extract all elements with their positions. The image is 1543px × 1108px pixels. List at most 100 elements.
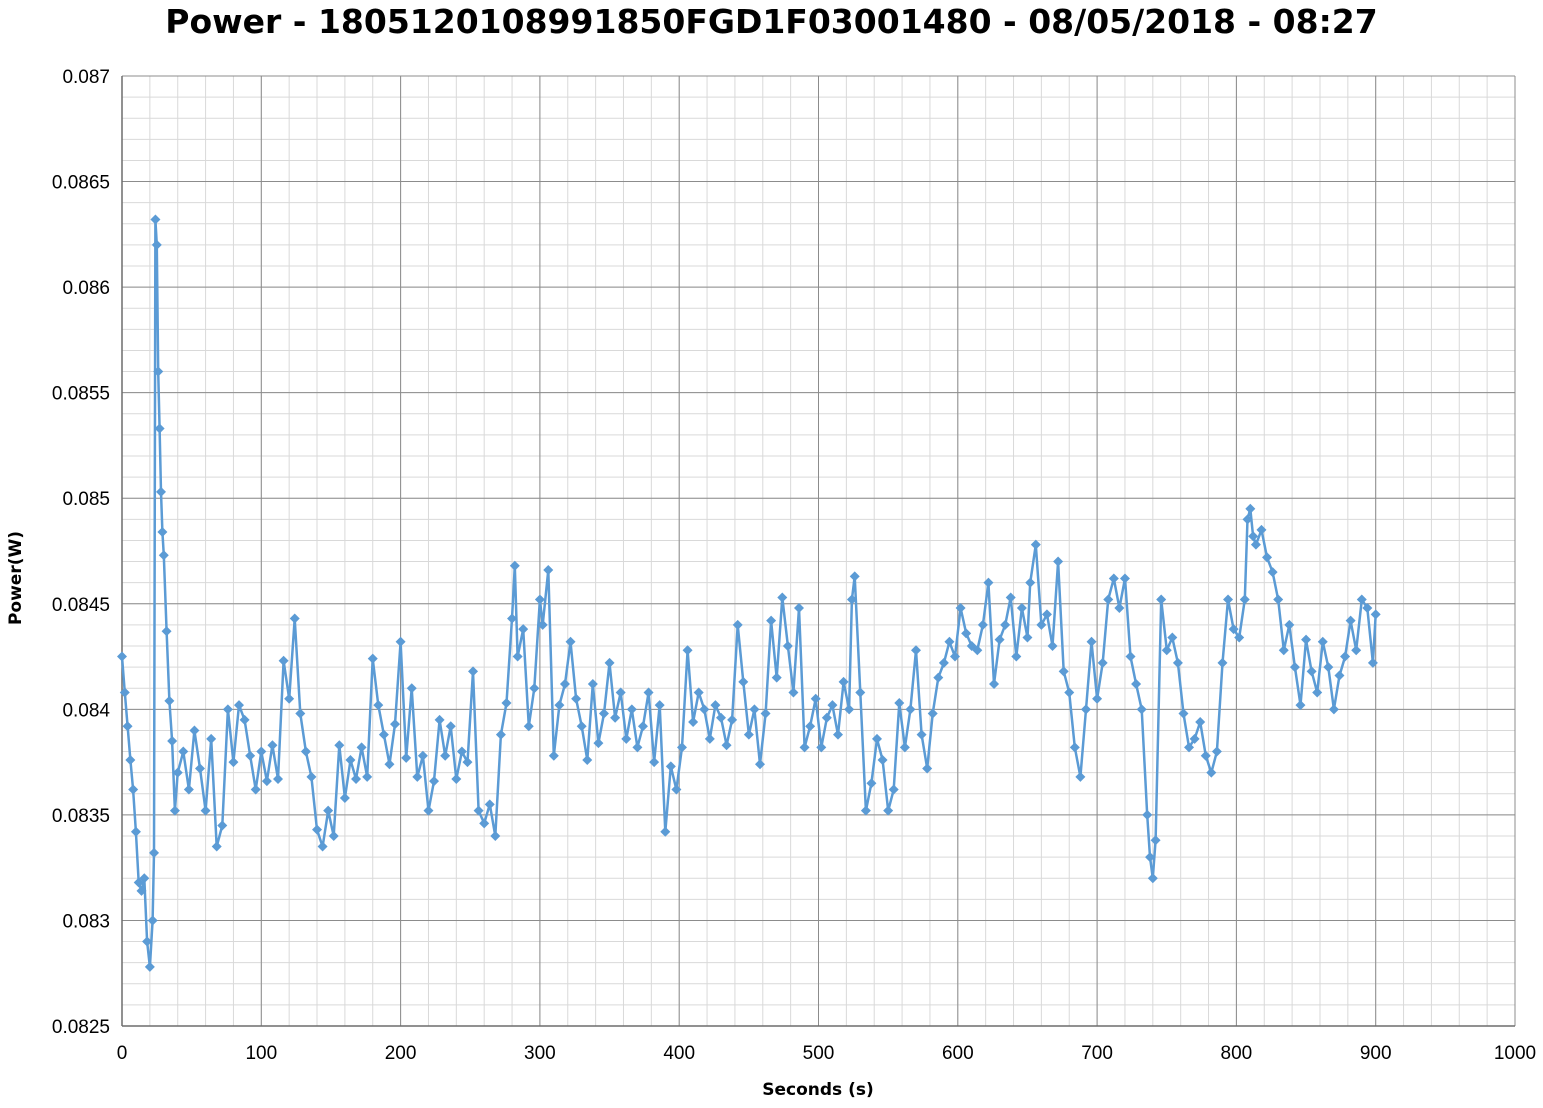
data-point bbox=[495, 729, 506, 740]
data-point bbox=[621, 733, 632, 744]
data-point bbox=[593, 738, 604, 749]
data-point bbox=[1239, 594, 1250, 605]
data-point bbox=[456, 746, 467, 757]
data-point bbox=[743, 729, 754, 740]
data-point bbox=[317, 841, 328, 852]
data-point bbox=[195, 763, 206, 774]
data-point bbox=[827, 700, 838, 711]
data-point bbox=[295, 708, 306, 719]
data-point bbox=[1025, 577, 1036, 588]
data-point bbox=[916, 729, 927, 740]
data-point bbox=[130, 826, 141, 837]
data-point bbox=[1234, 632, 1245, 643]
data-point bbox=[1005, 592, 1016, 603]
y-tick-label: 0.0865 bbox=[52, 173, 110, 194]
data-point bbox=[122, 721, 133, 732]
x-tick-label: 600 bbox=[942, 1043, 974, 1064]
data-point bbox=[367, 653, 378, 664]
data-point bbox=[484, 799, 495, 810]
data-point bbox=[660, 826, 671, 837]
data-point bbox=[989, 679, 1000, 689]
data-point bbox=[1036, 619, 1047, 630]
y-tick-label: 0.083 bbox=[62, 911, 110, 932]
data-point bbox=[206, 733, 217, 744]
data-point bbox=[548, 750, 559, 761]
data-point bbox=[529, 683, 540, 694]
data-point bbox=[1273, 594, 1284, 605]
data-point bbox=[543, 565, 554, 575]
data-point bbox=[994, 634, 1005, 645]
data-point bbox=[732, 619, 743, 630]
data-point bbox=[1317, 636, 1328, 647]
data-point bbox=[417, 750, 428, 761]
data-point bbox=[200, 805, 211, 816]
data-point bbox=[676, 742, 687, 753]
data-point bbox=[1119, 573, 1130, 584]
data-point bbox=[1323, 662, 1334, 673]
data-point bbox=[211, 841, 222, 852]
data-point bbox=[961, 628, 972, 639]
data-point bbox=[777, 592, 788, 603]
x-tick-label: 700 bbox=[1081, 1043, 1113, 1064]
data-point bbox=[1200, 750, 1211, 761]
data-point bbox=[626, 704, 637, 715]
y-tick-label: 0.085 bbox=[62, 489, 110, 510]
data-point bbox=[523, 721, 534, 732]
data-point bbox=[972, 645, 983, 656]
data-point bbox=[401, 752, 412, 763]
data-point bbox=[860, 805, 871, 816]
x-tick-label: 800 bbox=[1221, 1043, 1253, 1064]
data-point bbox=[1172, 657, 1183, 668]
data-point bbox=[1256, 524, 1267, 535]
data-point bbox=[406, 683, 417, 694]
y-axis-label: Power(W) bbox=[6, 530, 26, 626]
data-point bbox=[894, 698, 905, 708]
data-point bbox=[1103, 594, 1114, 605]
data-point bbox=[169, 805, 180, 816]
data-point bbox=[151, 239, 162, 250]
data-point bbox=[149, 847, 160, 858]
data-point bbox=[682, 645, 693, 656]
data-point bbox=[704, 733, 715, 744]
x-tick-label: 1000 bbox=[1494, 1043, 1536, 1064]
data-point bbox=[1131, 679, 1142, 689]
data-point bbox=[167, 736, 178, 746]
data-point bbox=[944, 636, 955, 647]
data-point bbox=[883, 805, 894, 816]
data-point bbox=[833, 729, 844, 740]
data-point bbox=[1367, 657, 1378, 668]
data-series bbox=[117, 214, 1381, 972]
chart-title: Power - 1805120108991850FGD1F03001480 - … bbox=[165, 2, 1378, 41]
data-point bbox=[1250, 539, 1261, 550]
data-point bbox=[754, 759, 765, 770]
data-point bbox=[699, 704, 710, 715]
data-point bbox=[312, 824, 323, 835]
data-point bbox=[1011, 651, 1022, 662]
data-point bbox=[738, 676, 749, 687]
data-point bbox=[1150, 835, 1161, 846]
data-point bbox=[189, 725, 200, 736]
data-point bbox=[727, 714, 738, 725]
data-point bbox=[150, 214, 161, 225]
data-point bbox=[715, 712, 726, 723]
data-point bbox=[782, 641, 793, 651]
data-point bbox=[228, 757, 239, 768]
x-tick-label: 400 bbox=[663, 1043, 695, 1064]
data-point bbox=[933, 672, 944, 683]
data-point bbox=[1156, 594, 1167, 605]
data-point bbox=[125, 755, 136, 765]
data-point bbox=[1228, 624, 1239, 635]
data-point bbox=[565, 636, 576, 647]
data-point bbox=[429, 776, 440, 787]
data-point bbox=[142, 936, 153, 947]
data-point bbox=[328, 831, 339, 841]
data-point bbox=[154, 423, 165, 434]
data-point bbox=[1370, 609, 1381, 620]
y-tick-label: 0.0855 bbox=[52, 384, 110, 405]
data-point bbox=[654, 700, 665, 711]
data-point bbox=[217, 820, 228, 831]
x-tick-label: 300 bbox=[524, 1043, 556, 1064]
data-point bbox=[1030, 539, 1041, 550]
data-point bbox=[855, 687, 866, 698]
x-axis-label: Seconds (s) bbox=[762, 1080, 874, 1100]
